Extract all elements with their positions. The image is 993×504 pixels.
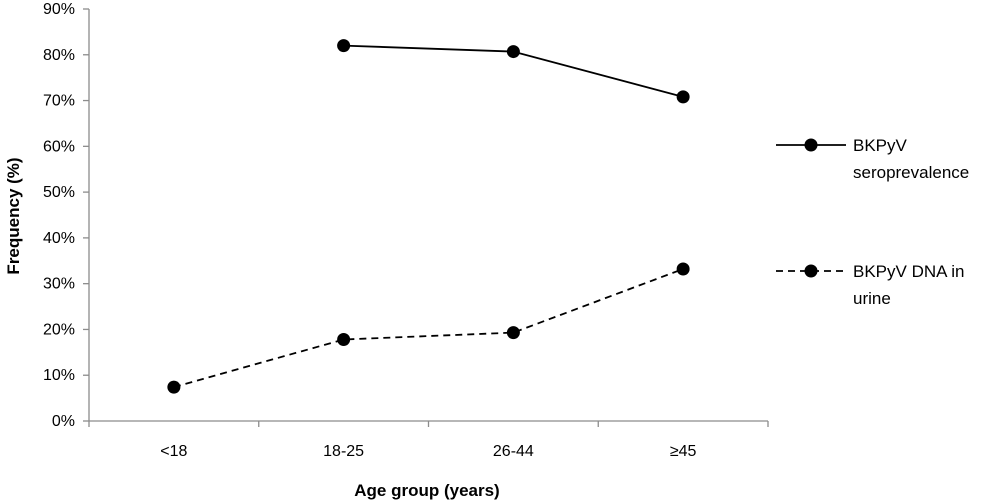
x-axis-title: Age group (years) [354, 481, 499, 500]
axes [88, 9, 768, 422]
x-axis-ticks: <18 18-25 26-44 ≥45 [88, 421, 769, 460]
legend-item: BKPyV DNA in urine [776, 262, 965, 308]
series-dna-in-urine [167, 262, 690, 394]
data-point [167, 380, 181, 394]
y-tick-label: 70% [43, 93, 75, 110]
data-point [506, 326, 520, 340]
x-tick-label: 26-44 [493, 443, 534, 460]
data-point [676, 262, 690, 276]
data-point [506, 45, 520, 59]
y-tick-label: 40% [43, 230, 75, 247]
legend: BKPyV seroprevalence BKPyV DNA in urine [776, 136, 969, 308]
series-line [173, 268, 684, 388]
data-point [337, 39, 351, 53]
data-point [676, 90, 690, 104]
x-tick-label: ≥45 [670, 443, 697, 460]
data-point [337, 333, 351, 347]
x-tick-label: <18 [160, 443, 187, 460]
series-seroprevalence [337, 39, 690, 104]
y-tick-label: 20% [43, 321, 75, 338]
legend-marker [804, 264, 818, 278]
x-tick-label: 18-25 [323, 443, 364, 460]
y-tick-label: 0% [52, 413, 75, 430]
y-axis-title: Frequency (%) [4, 157, 23, 274]
legend-marker [804, 138, 818, 152]
y-tick-label: 30% [43, 276, 75, 293]
y-tick-label: 90% [43, 1, 75, 18]
legend-item: BKPyV seroprevalence [776, 136, 969, 182]
series-group [167, 39, 690, 394]
y-axis-ticks: 0% 10% 20% 30% 40% 50% 60% 70% 80% 90% [43, 1, 89, 430]
y-tick-label: 60% [43, 138, 75, 155]
legend-label: BKPyV DNA in urine [853, 262, 965, 308]
legend-label: BKPyV seroprevalence [853, 136, 969, 182]
y-tick-label: 80% [43, 47, 75, 64]
y-tick-label: 50% [43, 184, 75, 201]
y-tick-label: 10% [43, 367, 75, 384]
